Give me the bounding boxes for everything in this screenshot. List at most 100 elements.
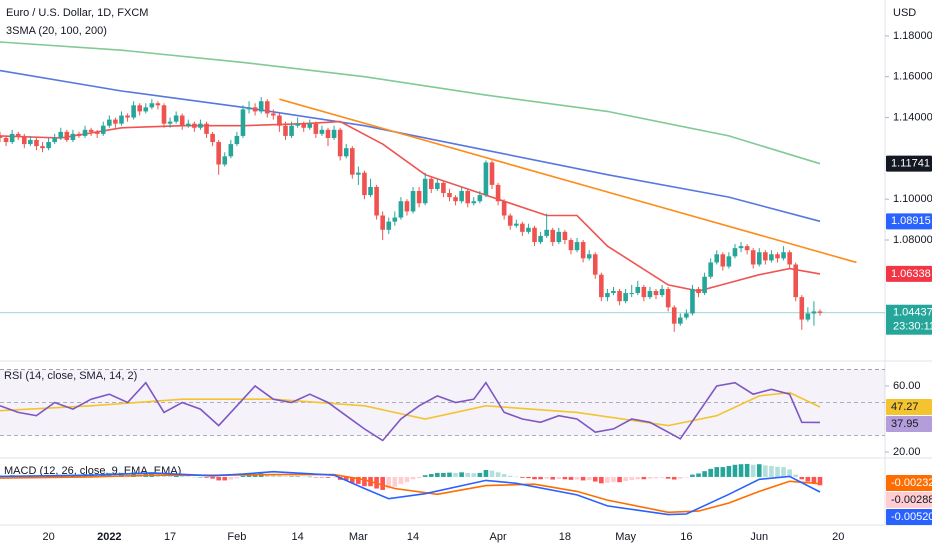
candle-body [307,123,313,128]
macd-histogram-bar [562,476,568,480]
macd-histogram-bar [756,464,762,477]
macd-histogram-bar [544,476,549,479]
macd-histogram-bar [763,465,768,477]
candle-body [714,254,720,263]
candle-body [119,115,124,124]
candle-body [216,142,221,165]
candle-body [599,274,604,298]
macd-histogram-bar [659,476,665,478]
candle-body [544,229,549,236]
candle-body [763,252,768,261]
candle-body [70,133,76,140]
macd-histogram-bar [811,476,817,484]
macd-histogram-bar [289,476,294,477]
macd-histogram-bar [501,474,507,477]
sma-line [0,69,821,223]
candle-body [817,311,823,313]
macd-histogram-bar [404,476,410,483]
candle-body [805,313,811,320]
candle-body [21,135,27,145]
macd-histogram-bar [398,476,404,484]
macd-histogram-bar [356,476,361,484]
macd-histogram-bar [647,476,653,479]
candle-body [331,129,337,138]
candle-body [246,107,252,110]
candle-body [483,162,489,196]
candle-body [94,131,100,134]
candle-body [520,223,525,232]
macd-histogram-bar [198,476,203,478]
macd-histogram-bar [313,476,319,478]
candle-body [131,105,136,118]
axis-value-label: 1.11741 [891,158,930,170]
macd-histogram-bar [192,476,197,478]
macd-histogram-bar [817,476,823,486]
candle-body [550,229,556,243]
macd-histogram-bar [586,476,592,481]
candle-body [161,105,167,124]
candle-body [52,137,57,143]
axis-value-box [886,415,932,432]
candle-body [690,288,695,314]
candle-body [586,254,592,259]
macd-histogram-bar [234,476,240,479]
candle-body [392,217,398,222]
candle-body [40,146,45,149]
candle-body [793,264,799,298]
sma-line [0,41,821,165]
x-tick-label: Apr [490,531,507,543]
x-tick-label: 20 [42,531,54,543]
macd-histogram-bar [623,476,628,481]
candle-body [295,123,300,126]
macd-histogram-bar [538,476,543,480]
macd-histogram-bar [617,476,622,483]
candle-body [811,311,817,314]
candle-body [659,288,665,296]
macd-histogram-bar [319,476,325,478]
axis-value-label: -0.00232 [891,477,932,489]
chart-title: Euro / U.S. Dollar, 1D, FXCM [6,7,148,19]
candle-body [671,307,677,324]
candle-body [441,182,446,194]
macd-histogram-bar [331,476,337,478]
candle-body [380,215,385,230]
macd-histogram-bar [471,473,477,477]
rsi-title: RSI (14, close, SMA, 14, 2) [4,370,137,382]
axis-value-label: 1.08915 [891,215,931,227]
candle-body [580,242,586,259]
axis-value-box [886,155,932,172]
candle-body [64,131,70,140]
macd-histogram-bar [696,473,701,477]
macd-histogram-bar [349,476,355,483]
candle-body [477,195,483,202]
candle-body [15,133,21,136]
axis-value-label: -0.00288 [891,494,932,506]
candle-body [568,240,574,251]
macd-histogram-bar [465,472,471,477]
candle-body [301,123,307,128]
macd-histogram-bar [173,475,179,477]
candle-body [343,148,349,157]
x-tick-label: Jun [750,531,768,543]
macd-histogram-bar [793,474,799,477]
candle-body [428,178,434,189]
axis-value-box [886,213,932,230]
x-tick-label: 16 [680,531,692,543]
macd-histogram-bar [514,476,519,478]
macd-histogram-bar [769,465,774,477]
x-tick-label: 18 [559,531,571,543]
candle-body [313,123,319,134]
candle-body [9,133,15,143]
candle-body [629,293,635,295]
candle-body [88,129,94,132]
candle-body [422,178,428,204]
y-tick-label: 1.10000 [893,193,932,205]
candle-body [471,201,477,204]
x-tick-label: 17 [164,531,176,543]
macd-histogram-bar [550,476,556,480]
candle-body [750,250,756,265]
macd-histogram-bar [641,476,647,480]
candle-body [447,193,452,198]
candle-body [514,223,519,226]
axis-value-box [886,492,932,508]
